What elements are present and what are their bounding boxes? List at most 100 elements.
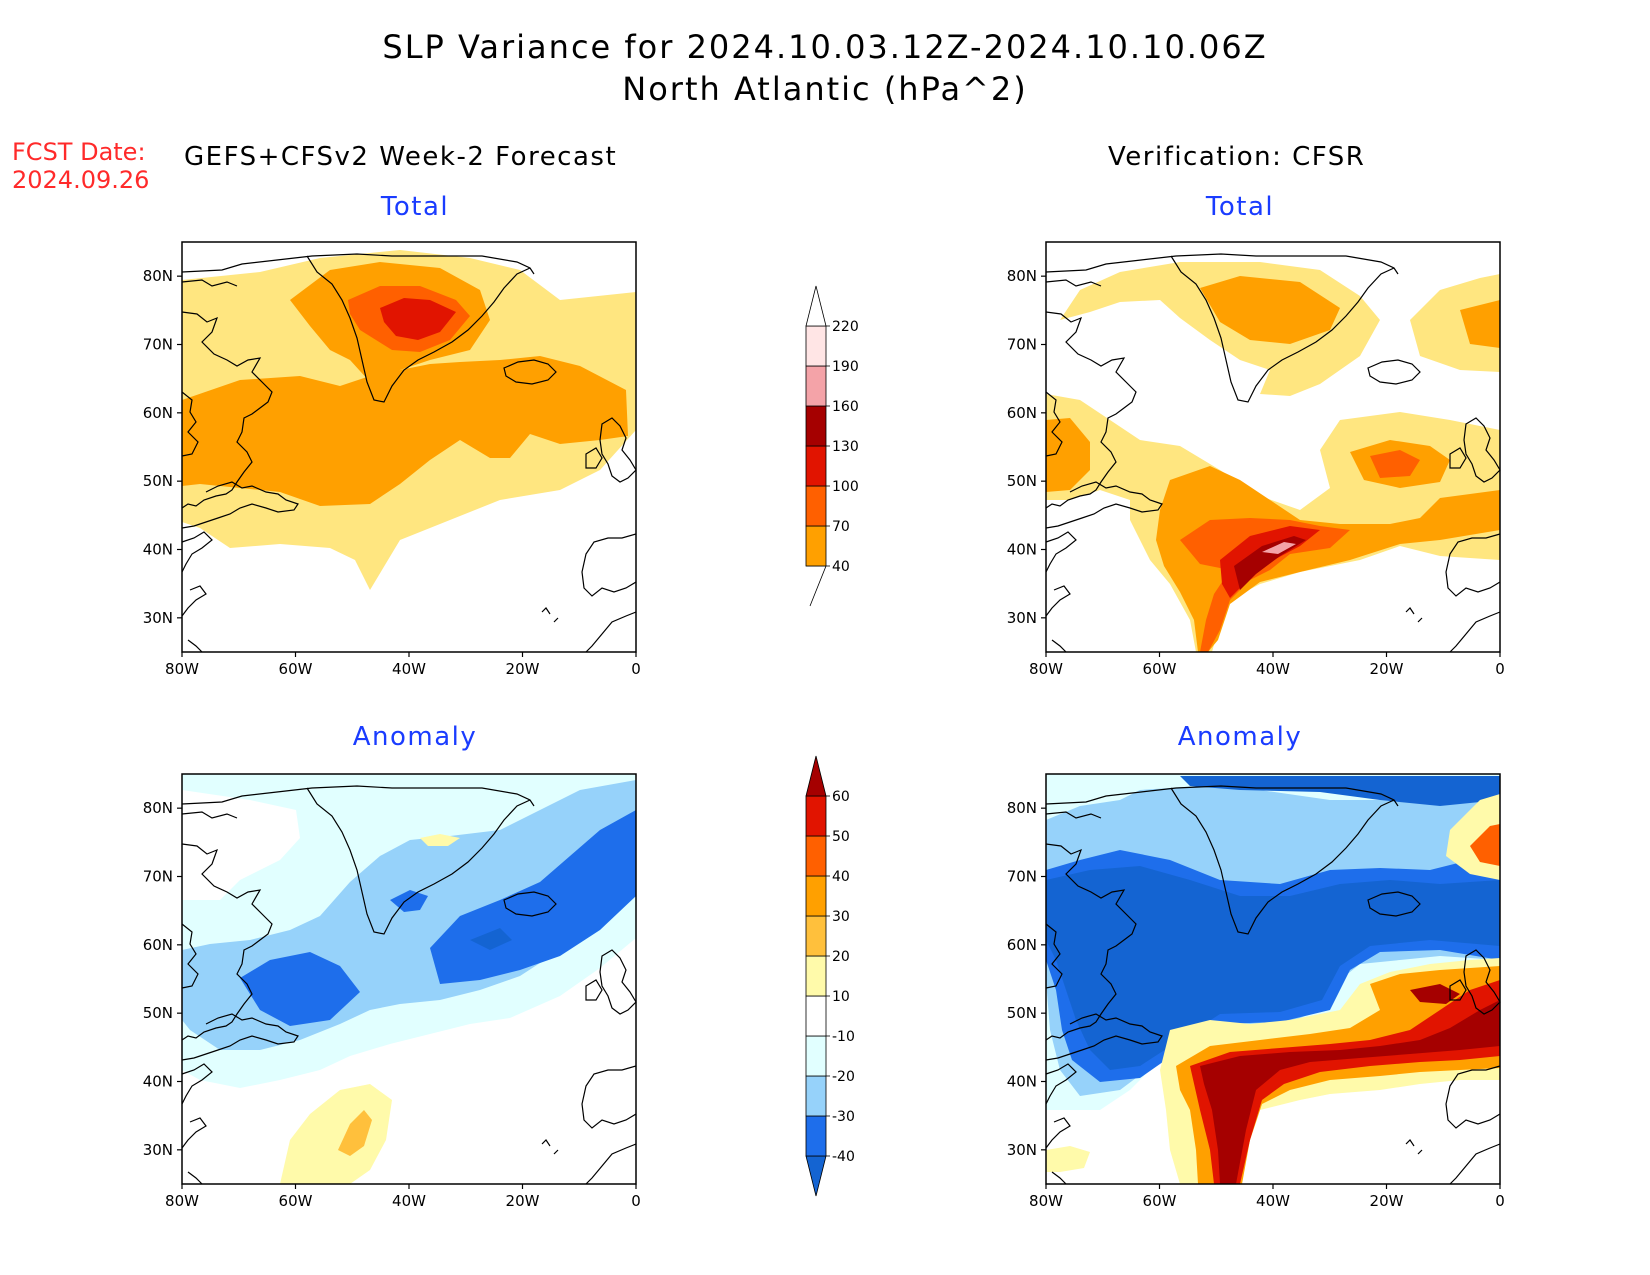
verification-anomaly-lat-tick-70N: 70N xyxy=(1007,868,1037,886)
verification-anomaly-lat-tick-30N: 30N xyxy=(1007,1141,1037,1159)
forecast-column-heading: GEFS+CFSv2 Week-2 Forecast xyxy=(184,142,618,172)
verification-anomaly-contour-plus50 xyxy=(1190,980,1500,1184)
anomaly-colorbar-swatch-high xyxy=(805,755,827,797)
anomaly-colorbar-swatch-5 xyxy=(805,915,827,957)
total-colorbar-swatch-low xyxy=(806,565,827,607)
verification-total-lat-tick-70N: 70N xyxy=(1007,336,1037,354)
verification-anomaly-lat-tick-40N: 40N xyxy=(1007,1073,1037,1091)
forecast-anomaly-contour-plus20 xyxy=(338,1110,372,1156)
fcst-date-label: FCST Date: xyxy=(12,138,146,166)
forecast-total-lat-tick-40N: 40N xyxy=(143,541,173,559)
verification-total-lat-tick-40N: 40N xyxy=(1007,541,1037,559)
forecast-total-lon-tick-0: 0 xyxy=(631,660,641,678)
verification-total-lat-tick-60N: 60N xyxy=(1007,404,1037,422)
anomaly-colorbar-label-30: 30 xyxy=(832,909,850,925)
chart-title-line1: SLP Variance for 2024.10.03.12Z-2024.10.… xyxy=(382,28,1268,66)
verification-anomaly-map xyxy=(1045,773,1501,1185)
forecast-anomaly-lon-tick-60W: 60W xyxy=(279,1192,313,1210)
anomaly-colorbar-label-40: 40 xyxy=(832,869,850,885)
forecast-anomaly-lat-tick-50N: 50N xyxy=(143,1004,173,1022)
total-colorbar-swatch-3 xyxy=(805,405,827,447)
verification-anomaly-lon-tick-80W: 80W xyxy=(1029,1192,1063,1210)
forecast-anomaly-lon-tick-0: 0 xyxy=(631,1192,641,1210)
anomaly-colorbar-swatch-1 xyxy=(805,1075,827,1117)
anomaly-colorbar-swatch-2 xyxy=(805,1035,827,1077)
forecast-anomaly-lon-tick-80W: 80W xyxy=(165,1192,199,1210)
verification-total-contour-190 xyxy=(1262,542,1296,554)
forecast-total-lon-tick-40W: 40W xyxy=(392,660,426,678)
total-colorbar-swatch-0 xyxy=(805,525,827,567)
anomaly-colorbar-label-50: 50 xyxy=(832,829,850,845)
forecast-anomaly-lon-tick-40W: 40W xyxy=(392,1192,426,1210)
anomaly-colorbar-label--40: -40 xyxy=(832,1149,855,1165)
chart-title-line2: North Atlantic (hPa^2) xyxy=(622,70,1028,108)
total-colorbar-swatch-5 xyxy=(805,325,827,367)
verification-total-lon-tick-60W: 60W xyxy=(1143,660,1177,678)
panel-title-verification-total: Total xyxy=(1205,192,1275,222)
verification-anomaly-contour-plus60-ne xyxy=(1410,984,1460,1004)
verification-anomaly-lat-tick-80N: 80N xyxy=(1007,799,1037,817)
forecast-anomaly-contour-minus40 xyxy=(470,928,512,950)
total-colorbar: 40 70 100 130 160 190 220 xyxy=(805,285,859,607)
verification-anomaly-lat-tick-50N: 50N xyxy=(1007,1004,1037,1022)
verification-total-lat-tick-80N: 80N xyxy=(1007,267,1037,285)
verification-total-contour-100 xyxy=(1180,518,1350,652)
panel-title-forecast-total: Total xyxy=(380,192,450,222)
forecast-anomaly-lat-tick-40N: 40N xyxy=(143,1073,173,1091)
verification-anomaly-contour-plus60 xyxy=(1200,1000,1500,1184)
verification-total-lon-tick-80W: 80W xyxy=(1029,660,1063,678)
verification-total-lon-tick-0: 0 xyxy=(1495,660,1505,678)
anomaly-colorbar-label--30: -30 xyxy=(832,1109,855,1125)
forecast-anomaly-lat-tick-80N: 80N xyxy=(143,799,173,817)
forecast-total-lon-tick-60W: 60W xyxy=(279,660,313,678)
forecast-anomaly-contour-plus10-north xyxy=(420,834,460,846)
forecast-anomaly-contour-minus30-west xyxy=(240,952,360,1026)
verification-total-contour-100-east xyxy=(1370,450,1420,478)
verification-anomaly-lon-tick-0: 0 xyxy=(1495,1192,1505,1210)
forecast-total-contour-70 xyxy=(182,356,628,506)
forecast-total-lon-tick-20W: 20W xyxy=(506,660,540,678)
forecast-total-lat-tick-60N: 60N xyxy=(143,404,173,422)
forecast-anomaly-lon-tick-20W: 20W xyxy=(506,1192,540,1210)
fcst-date-block: FCST Date: 2024.09.26 xyxy=(12,138,149,194)
verification-total-lon-tick-40W: 40W xyxy=(1256,660,1290,678)
verification-anomaly-lon-tick-20W: 20W xyxy=(1370,1192,1404,1210)
verification-anomaly-contour-plus30 xyxy=(1176,966,1500,1184)
forecast-total-lat-tick-50N: 50N xyxy=(143,472,173,490)
total-colorbar-swatch-4 xyxy=(805,365,827,407)
verification-total-contour-40-ne xyxy=(1410,274,1500,372)
forecast-total-map xyxy=(181,241,637,653)
total-colorbar-label-160: 160 xyxy=(832,399,859,415)
verification-anomaly-contour-minus40 xyxy=(1046,866,1500,1070)
anomaly-colorbar-swatch-8 xyxy=(805,795,827,837)
panel-title-verification-anomaly: Anomaly xyxy=(1177,722,1303,752)
verification-anomaly-contour-plus10-sw xyxy=(1046,1146,1090,1172)
verification-total-contour-160 xyxy=(1234,536,1306,590)
total-colorbar-label-130: 130 xyxy=(832,439,859,455)
forecast-anomaly-contour-minus30-center xyxy=(390,890,428,912)
total-colorbar-swatch-1 xyxy=(805,485,827,527)
forecast-total-lon-tick-80W: 80W xyxy=(165,660,199,678)
anomaly-colorbar-label--20: -20 xyxy=(832,1069,855,1085)
anomaly-colorbar-swatch-7 xyxy=(805,835,827,877)
anomaly-colorbar-label--10: -10 xyxy=(832,1029,855,1045)
total-colorbar-swatch-2 xyxy=(805,445,827,487)
forecast-anomaly-lat-tick-30N: 30N xyxy=(143,1141,173,1159)
anomaly-colorbar-label-20: 20 xyxy=(832,949,850,965)
verification-anomaly-lon-tick-40W: 40W xyxy=(1256,1192,1290,1210)
panel-title-forecast-anomaly: Anomaly xyxy=(352,722,478,752)
verification-total-lat-tick-50N: 50N xyxy=(1007,472,1037,490)
verification-total-lat-tick-30N: 30N xyxy=(1007,609,1037,627)
verification-anomaly-lon-tick-60W: 60W xyxy=(1143,1192,1177,1210)
forecast-total-lat-tick-70N: 70N xyxy=(143,336,173,354)
forecast-anomaly-contour-plus10 xyxy=(280,1084,392,1184)
total-colorbar-label-100: 100 xyxy=(832,479,859,495)
total-colorbar-label-190: 190 xyxy=(832,359,859,375)
verification-anomaly-contour-minus40-top xyxy=(1180,776,1500,806)
verification-total-map xyxy=(1045,241,1501,653)
anomaly-colorbar-swatch-6 xyxy=(805,875,827,917)
total-colorbar-label-220: 220 xyxy=(832,319,859,335)
forecast-anomaly-map xyxy=(181,773,637,1185)
forecast-total-lat-tick-80N: 80N xyxy=(143,267,173,285)
